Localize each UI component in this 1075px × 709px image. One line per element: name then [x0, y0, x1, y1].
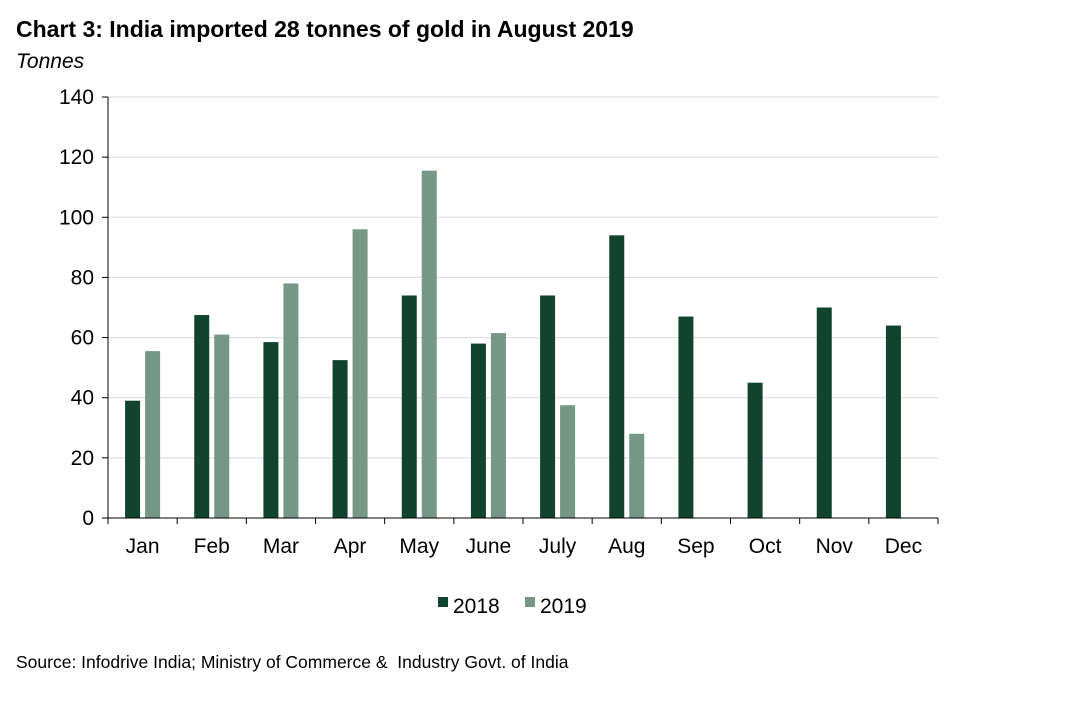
bar-2018-june	[470, 343, 486, 518]
bars	[125, 170, 901, 519]
legend-swatch-2019	[525, 597, 535, 607]
y-tick-label: 40	[71, 387, 94, 410]
y-tick-label: 120	[59, 146, 94, 169]
x-tick-label: Apr	[334, 535, 367, 558]
y-tick-label: 60	[71, 327, 94, 350]
bar-2018-mar	[263, 342, 279, 518]
bar-2018-oct	[747, 382, 763, 518]
bar-2019-july	[560, 405, 576, 518]
x-tick-label: Mar	[263, 535, 299, 558]
x-tick-label: Dec	[885, 535, 922, 558]
y-tick-label: 0	[82, 507, 94, 530]
bar-2019-aug	[629, 433, 645, 518]
bar-2019-apr	[352, 229, 368, 519]
x-tick-label: Aug	[608, 535, 645, 558]
axes	[102, 96, 939, 524]
x-tick-label: Oct	[749, 535, 782, 558]
source-note: Source: Infodrive India; Ministry of Com…	[16, 652, 569, 672]
x-tick-label: May	[399, 535, 439, 558]
y-tick-labels: 0 20 40 60 80 100 120 140	[59, 86, 94, 530]
x-tick-label: July	[539, 535, 577, 558]
bar-2019-june	[490, 333, 506, 518]
bar-2019-mar	[283, 283, 299, 518]
bar-2018-apr	[332, 360, 348, 518]
y-tick-label: 100	[59, 206, 94, 229]
bar-2018-july	[540, 295, 556, 518]
x-tick-labels: Jan Feb Mar Apr May June July Aug Sep Oct Nov Dec	[126, 535, 922, 558]
y-tick-label: 20	[71, 447, 94, 470]
y-axis-unit-label: Tonnes	[16, 50, 85, 73]
bar-2018-dec	[885, 325, 901, 518]
bar-2018-nov	[816, 307, 832, 518]
bar-2018-aug	[609, 235, 625, 519]
x-tick-label: Nov	[816, 535, 854, 558]
bar-2018-jan	[125, 400, 141, 518]
legend-label-2019: 2019	[540, 595, 587, 618]
bar-2019-may	[421, 170, 437, 519]
bar-2018-may	[401, 295, 417, 518]
gridlines	[108, 96, 938, 459]
bar-2018-feb	[194, 315, 210, 518]
y-tick-label: 80	[71, 266, 94, 289]
x-tick-label: Sep	[677, 535, 714, 558]
chart-title: Chart 3: India imported 28 tonnes of gol…	[16, 16, 634, 42]
legend-label-2018: 2018	[453, 595, 500, 618]
bar-2019-feb	[214, 334, 230, 518]
x-tick-label: Jan	[126, 535, 160, 558]
bar-2018-sep	[678, 316, 694, 518]
x-tick-label: Feb	[194, 535, 230, 558]
x-tick-label: June	[466, 535, 512, 558]
legend-swatch-2018	[438, 597, 448, 607]
y-tick-label: 140	[59, 86, 94, 109]
bar-2019-jan	[145, 351, 161, 518]
legend: 2018 2019	[438, 595, 587, 618]
